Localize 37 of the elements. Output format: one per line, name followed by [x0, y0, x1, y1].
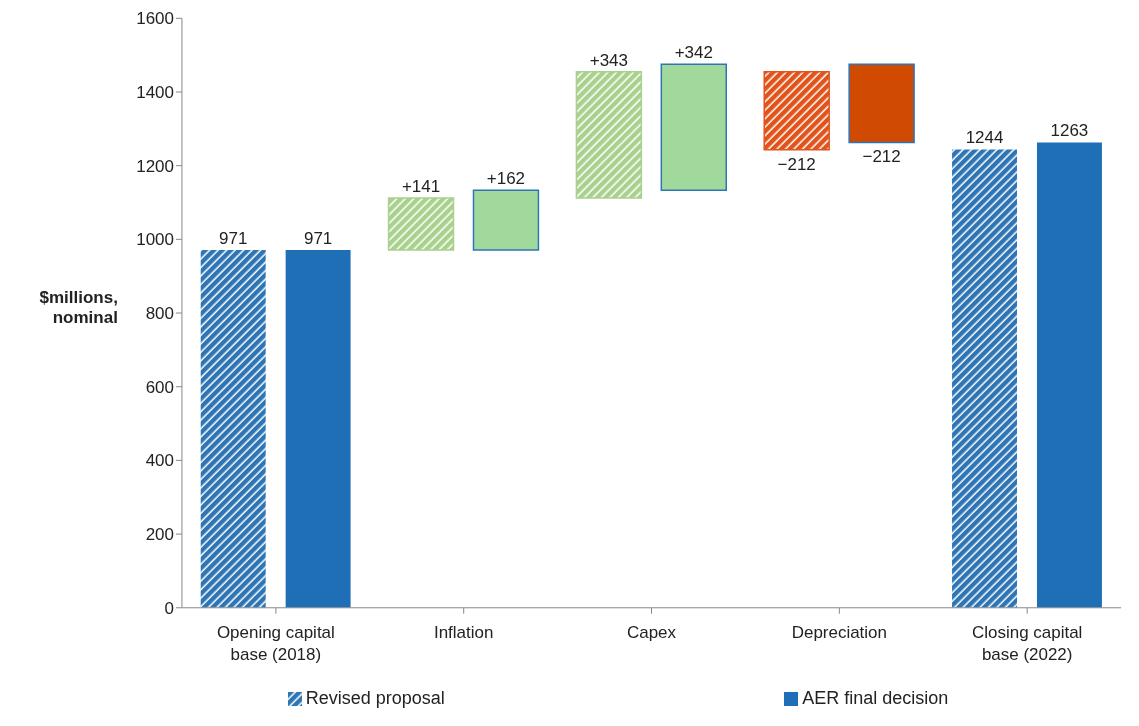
bar	[660, 63, 727, 192]
x-tick-label: Closing capital base (2022)	[971, 622, 1083, 664]
x-tick-label: Depreciation	[791, 622, 887, 642]
y-tick-label: 1600	[136, 9, 174, 29]
data-label: +162	[486, 169, 525, 189]
bar	[472, 189, 540, 251]
x-tick-label: Opening capital base (2018)	[216, 622, 335, 664]
data-label: 971	[218, 229, 248, 249]
data-label: +342	[674, 43, 713, 63]
bar	[1036, 142, 1102, 608]
y-tick-label: 1000	[136, 230, 174, 250]
legend-label: Revised proposal	[305, 688, 445, 709]
y-tick-label: 1200	[136, 156, 174, 176]
bar	[200, 250, 266, 608]
data-label: +343	[589, 50, 628, 70]
y-tick-label: 200	[145, 525, 174, 545]
bar	[575, 70, 642, 199]
data-label: +141	[401, 177, 441, 197]
data-label: 1263	[1050, 121, 1089, 141]
bar	[387, 197, 455, 251]
y-tick-label: 0	[164, 598, 174, 618]
x-tick-label: Capex	[626, 622, 677, 642]
bar	[763, 70, 830, 151]
y-tick-label: 400	[145, 451, 174, 471]
data-label: −212	[777, 154, 816, 174]
bar	[848, 63, 915, 144]
y-tick-label: 800	[145, 304, 174, 324]
y-tick-label: 600	[145, 377, 174, 397]
data-label: 1244	[965, 128, 1004, 148]
x-tick-label: Inflation	[433, 622, 494, 642]
y-tick-label: 1400	[136, 83, 174, 103]
bar	[951, 149, 1017, 608]
data-label: 971	[303, 229, 333, 249]
bar	[285, 250, 351, 608]
y-axis-title: $millions, nominal	[38, 288, 119, 328]
legend-label: AER final decision	[802, 688, 949, 709]
data-label: −212	[862, 147, 901, 167]
